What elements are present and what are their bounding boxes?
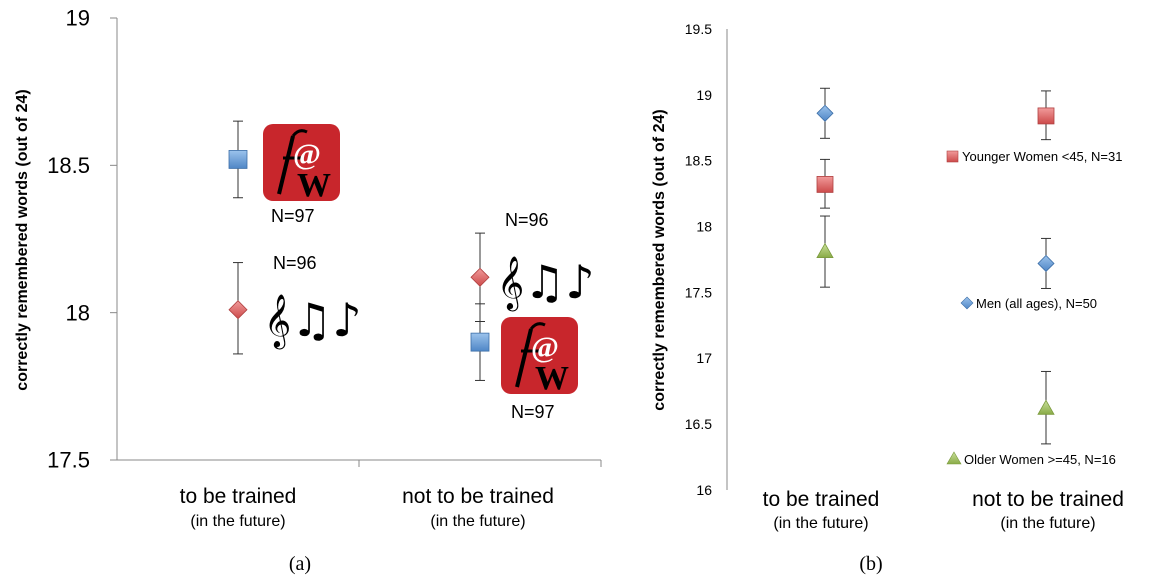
legend-older-women: Older Women >=45, N=16: [946, 451, 1116, 467]
fw-logo-icon: @ W: [501, 317, 578, 397]
n-label: N=97: [271, 206, 315, 226]
n-label: N=96: [505, 210, 549, 230]
panel-b-data-point: [816, 215, 834, 288]
music-notes-icon: 𝄞♫♪: [264, 293, 362, 349]
legend-label: Men (all ages), N=50: [976, 296, 1097, 311]
panel-b-category-1-label: not to be trained: [972, 488, 1124, 511]
panel-b-y-tick-label: 16.5: [685, 416, 712, 432]
fw-logo-icon: @ W: [263, 124, 340, 204]
svg-text:@: @: [293, 138, 321, 171]
panel-b-data-point: [1037, 90, 1055, 141]
panel-a-category-0-label: to be trained: [180, 485, 297, 508]
panel-a-category-1-sublabel: (in the future): [430, 513, 525, 530]
panel-a-label: (a): [289, 553, 311, 575]
panel-b-category-0-label: to be trained: [763, 488, 880, 511]
legend-men: Men (all ages), N=50: [960, 296, 1097, 311]
panel-b-y-tick-label: 17: [696, 350, 712, 366]
panel-a-y-tick-label: 17.5: [47, 448, 90, 473]
panel-a-category-0-sublabel: (in the future): [190, 513, 285, 530]
data-marker-square: [470, 332, 490, 352]
data-marker-square: [1037, 107, 1055, 125]
panel-a-data-point: [470, 232, 490, 323]
data-marker-square: [228, 150, 248, 169]
panel-b-y-tick-label: 19: [696, 87, 712, 103]
panel-a-data-point: [228, 262, 248, 355]
panel-b-data-point: [816, 87, 834, 139]
data-marker-diamond: [228, 300, 248, 320]
panel-a-y-tick-label: 19: [66, 6, 90, 31]
panel-b-y-tick-label: 18: [696, 218, 712, 234]
panel-b-y-axis-title: correctly remembered words (out of 24): [651, 109, 668, 410]
legend-label: Younger Women <45, N=31: [962, 149, 1122, 164]
svg-text:W: W: [297, 167, 331, 204]
svg-text:@: @: [531, 331, 559, 364]
data-marker-square: [816, 176, 834, 193]
panel-b-y-tick-label: 17.5: [685, 284, 712, 300]
panel-a-category-1-label: not to be trained: [402, 485, 554, 508]
data-marker-diamond: [816, 104, 834, 122]
panel-a-y-tick-label: 18.5: [47, 153, 90, 178]
panel-b-data-point: [1037, 237, 1055, 289]
panel-b-label: (b): [859, 553, 882, 575]
legend-marker-triangle: [946, 451, 962, 465]
panel-a-data-point: [228, 120, 248, 199]
panel-b: 16 16.5 17 17.5 18 18.5 19 19.5 correctly remem…: [651, 21, 1124, 575]
n-label: N=96: [273, 253, 317, 273]
panel-b-category-0-sublabel: (in the future): [773, 515, 868, 532]
panel-a-y-tick-label: 18: [66, 300, 90, 325]
data-marker-diamond: [1037, 254, 1055, 273]
data-marker-triangle: [1037, 399, 1055, 415]
legend-marker-diamond: [960, 296, 974, 310]
panel-b-data-point: [1037, 370, 1055, 445]
panel-a-y-axis-title: correctly remembered words (out of 24): [14, 89, 31, 390]
panel-b-y-tick-label: 18.5: [685, 153, 712, 169]
legend-marker-square: [946, 150, 959, 163]
panel-a: 17.5 18 18.5 19 correctly remembered words …: [14, 6, 602, 575]
data-marker-diamond: [470, 267, 490, 287]
legend-label: Older Women >=45, N=16: [964, 452, 1116, 467]
svg-text:W: W: [535, 360, 569, 397]
data-marker-triangle: [816, 242, 834, 258]
n-label: N=97: [511, 402, 555, 422]
panel-b-y-tick-label: 16: [696, 482, 712, 498]
panel-b-y-tick-label: 19.5: [685, 21, 712, 37]
panel-b-category-1-sublabel: (in the future): [1000, 515, 1095, 532]
panel-b-data-point: [816, 158, 834, 209]
music-notes-icon: 𝄞♫♪: [497, 255, 595, 311]
legend-younger-women: Younger Women <45, N=31: [946, 149, 1122, 164]
